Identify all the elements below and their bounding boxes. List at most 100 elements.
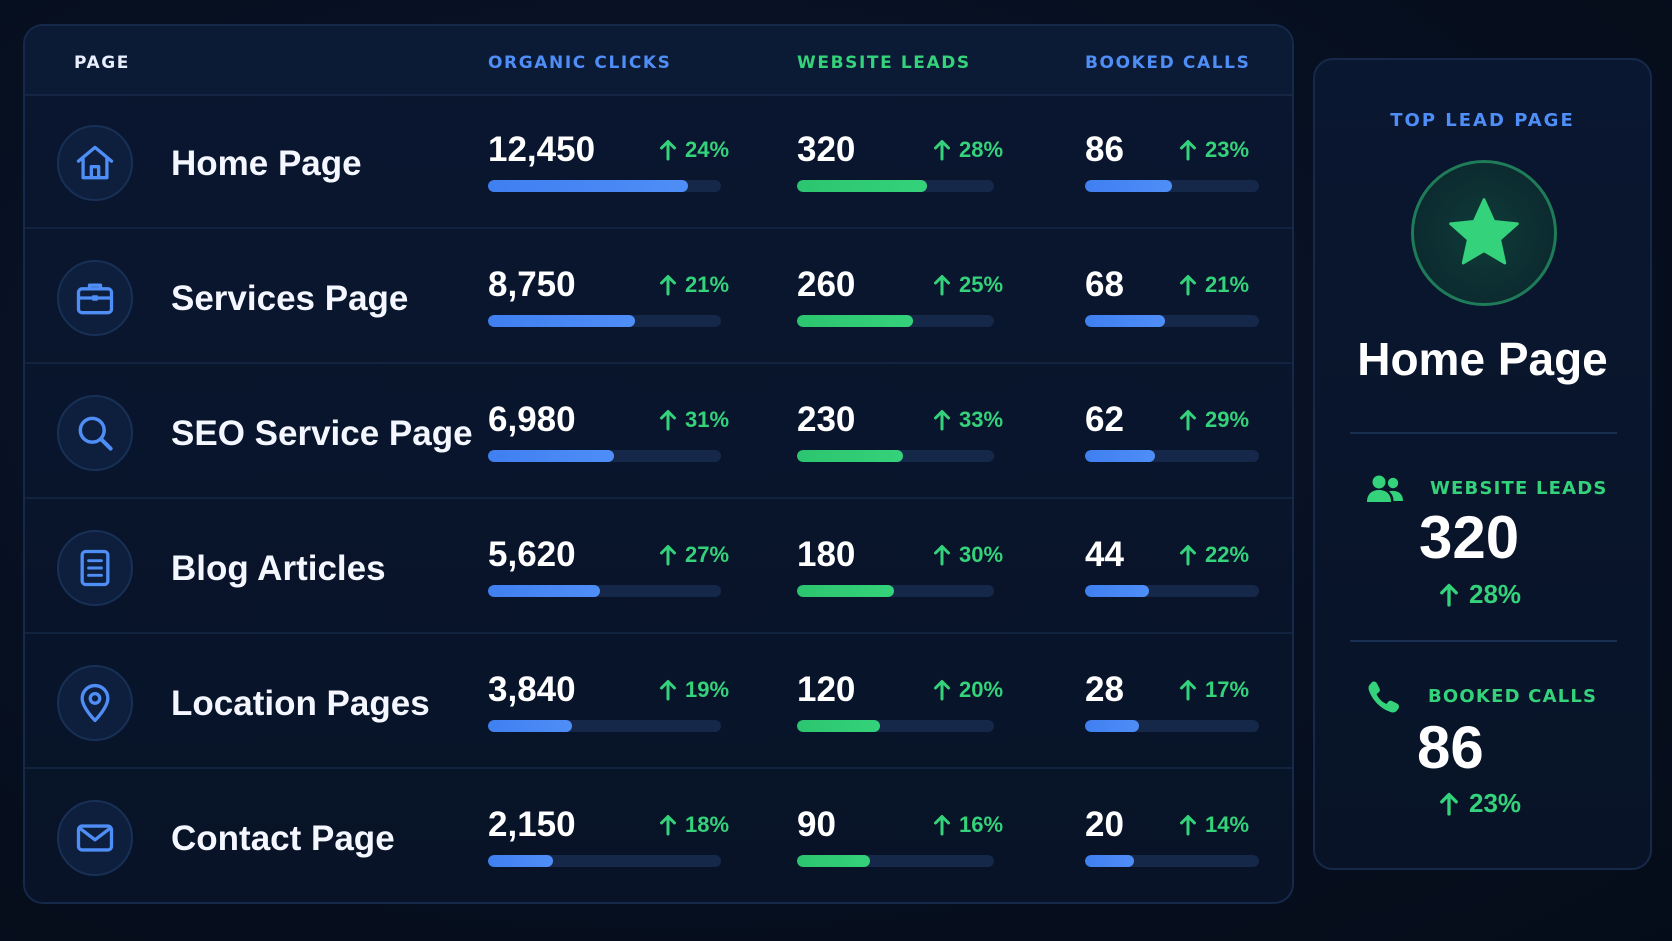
- booked-calls-value: 62: [1085, 400, 1124, 439]
- arrow-up-icon: [933, 409, 951, 431]
- arrow-up-icon: [659, 409, 677, 431]
- top-lead-page-card: TOP LEAD PAGE Home Page WEBSITE LEADS 32…: [1313, 58, 1652, 870]
- organic-clicks-progress-bar: [488, 315, 721, 327]
- arrow-up-icon: [1179, 139, 1197, 161]
- organic-clicks-change-text: 19%: [685, 677, 730, 702]
- organic-clicks-value: 8,750: [488, 265, 576, 304]
- arrow-up-icon: [1179, 409, 1197, 431]
- booked-calls-value: 68: [1085, 265, 1124, 304]
- arrow-up-icon: [933, 544, 951, 566]
- arrow-up-icon: [933, 814, 951, 836]
- organic-clicks-progress-fill: [488, 585, 600, 597]
- website-leads-progress-bar: [797, 855, 994, 867]
- website-leads-change: 20%: [933, 677, 1003, 703]
- organic-clicks-change-text: 27%: [685, 542, 730, 567]
- location-pin-icon: [73, 681, 117, 725]
- website-leads-value: 120: [797, 670, 856, 709]
- organic-clicks-progress-bar: [488, 585, 721, 597]
- booked-calls-change-text: 29%: [1205, 407, 1250, 432]
- booked-calls-progress-fill: [1085, 450, 1155, 462]
- booked-calls-progress-fill: [1085, 585, 1150, 597]
- booked-calls-value: 28: [1085, 670, 1124, 709]
- organic-clicks-progress-fill: [488, 450, 614, 462]
- top-page-name: Home Page: [1357, 333, 1608, 385]
- column-header-website-leads[interactable]: WEBSITE LEADS: [797, 53, 971, 73]
- website-leads-change: 28%: [1439, 579, 1521, 610]
- arrow-up-icon: [659, 544, 677, 566]
- booked-calls-change: 21%: [1179, 272, 1249, 298]
- booked-calls-change-text: 14%: [1205, 812, 1250, 837]
- column-header-page[interactable]: PAGE: [74, 53, 131, 73]
- website-leads-change: 28%: [933, 137, 1003, 163]
- booked-calls-value: 86: [1417, 714, 1484, 781]
- website-leads-value: 320: [797, 130, 856, 169]
- website-leads-progress-bar: [797, 720, 994, 732]
- website-leads-change: 30%: [933, 542, 1003, 568]
- organic-clicks-progress-fill: [488, 315, 635, 327]
- arrow-up-icon: [659, 814, 677, 836]
- organic-clicks-change: 31%: [659, 407, 729, 433]
- table-row[interactable]: SEO Service Page 6,980 31% 230 33% 62 29%: [25, 364, 1292, 499]
- row-icon: [57, 395, 133, 471]
- star-badge: [1411, 160, 1557, 306]
- table-row[interactable]: Contact Page 2,150 18% 90 16% 20 14%: [25, 769, 1292, 902]
- booked-calls-progress-fill: [1085, 180, 1172, 192]
- page-name: Contact Page: [171, 819, 395, 858]
- booked-calls-value: 44: [1085, 535, 1124, 574]
- table-row[interactable]: Blog Articles 5,620 27% 180 30% 44 22%: [25, 499, 1292, 634]
- website-leads-progress-fill: [797, 315, 914, 327]
- website-leads-value: 180: [797, 535, 856, 574]
- organic-clicks-change: 27%: [659, 542, 729, 568]
- row-icon: [57, 800, 133, 876]
- booked-calls-change-text: 21%: [1205, 272, 1250, 297]
- table-row[interactable]: Services Page 8,750 21% 260 25% 68 21%: [25, 229, 1292, 364]
- organic-clicks-value: 2,150: [488, 805, 576, 844]
- booked-calls-change-text: 22%: [1205, 542, 1250, 567]
- row-divider: [25, 362, 1292, 364]
- website-leads-value: 230: [797, 400, 856, 439]
- booked-calls-change: 23%: [1179, 137, 1249, 163]
- row-divider: [25, 227, 1292, 229]
- booked-calls-change-text: 23%: [1469, 788, 1522, 818]
- arrow-up-icon: [1439, 582, 1459, 608]
- users-icon: [1367, 475, 1403, 502]
- card-title: TOP LEAD PAGE: [1390, 110, 1575, 131]
- row-icon: [57, 125, 133, 201]
- website-leads-label: WEBSITE LEADS: [1430, 478, 1608, 499]
- website-leads-change-text: 33%: [959, 407, 1004, 432]
- briefcase-icon: [73, 276, 117, 320]
- column-header-booked-calls[interactable]: BOOKED CALLS: [1085, 53, 1251, 73]
- website-leads-progress-bar: [797, 180, 994, 192]
- website-leads-progress-fill: [797, 450, 904, 462]
- table-header: PAGE ORGANIC CLICKS WEBSITE LEADS BOOKED…: [25, 26, 1292, 96]
- row-divider: [25, 632, 1292, 634]
- booked-calls-change: 17%: [1179, 677, 1249, 703]
- website-leads-change-text: 28%: [1469, 579, 1522, 609]
- booked-calls-change: 14%: [1179, 812, 1249, 838]
- row-icon: [57, 260, 133, 336]
- booked-calls-change: 23%: [1439, 788, 1521, 819]
- website-leads-progress-fill: [797, 180, 928, 192]
- booked-calls-value: 20: [1085, 805, 1124, 844]
- organic-clicks-value: 6,980: [488, 400, 576, 439]
- row-icon: [57, 665, 133, 741]
- column-header-organic-clicks[interactable]: ORGANIC CLICKS: [488, 53, 672, 73]
- booked-calls-label: BOOKED CALLS: [1428, 686, 1598, 707]
- table-row[interactable]: Home Page 12,450 24% 320 28% 86 23%: [25, 94, 1292, 229]
- website-leads-progress-fill: [797, 855, 870, 867]
- organic-clicks-change: 19%: [659, 677, 729, 703]
- booked-calls-progress-bar: [1085, 585, 1259, 597]
- booked-calls-progress-bar: [1085, 315, 1259, 327]
- organic-clicks-change: 24%: [659, 137, 729, 163]
- website-leads-progress-fill: [797, 720, 880, 732]
- mail-icon: [73, 816, 117, 860]
- table-row[interactable]: Location Pages 3,840 19% 120 20% 28 17%: [25, 634, 1292, 769]
- booked-calls-progress-fill: [1085, 315, 1166, 327]
- website-leads-change-text: 25%: [959, 272, 1004, 297]
- website-leads-progress-bar: [797, 450, 994, 462]
- organic-clicks-progress-bar: [488, 855, 721, 867]
- document-icon: [73, 546, 117, 590]
- booked-calls-value: 86: [1085, 130, 1124, 169]
- arrow-up-icon: [933, 679, 951, 701]
- phone-icon: [1368, 681, 1399, 713]
